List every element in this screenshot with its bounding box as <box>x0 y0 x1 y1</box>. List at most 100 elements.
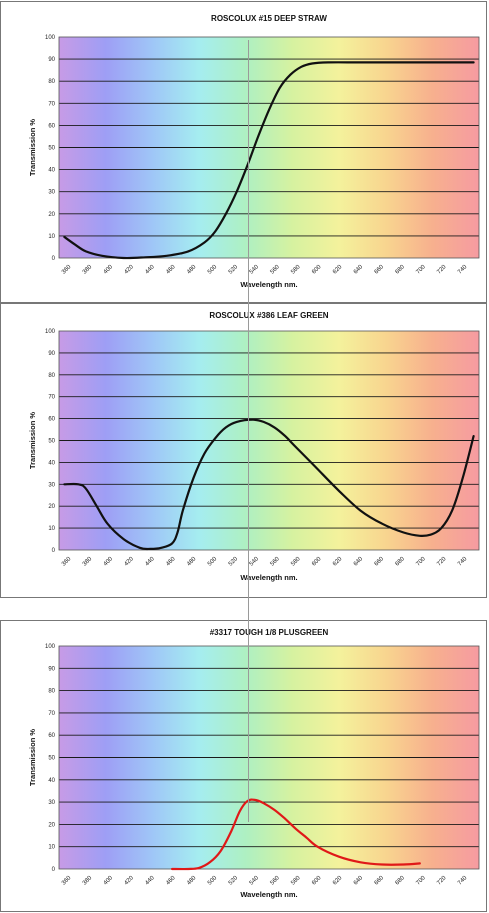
x-tick-label: 740 <box>457 875 469 887</box>
chart-panel-deep-straw: ROSCOLUX #15 DEEP STRAW 0 10 20 30 40 50 60 70 80… <box>0 1 487 303</box>
y-tick-label: 20 <box>48 504 55 510</box>
x-tick-label: 500 <box>207 264 219 276</box>
y-axis-label: Transmission % <box>28 729 37 786</box>
x-tick-label: 620 <box>332 875 344 887</box>
y-axis-label: Transmission % <box>28 412 37 469</box>
x-tick-label: 740 <box>457 264 469 276</box>
x-tick-label: 640 <box>353 556 365 568</box>
x-tick-label: 680 <box>395 556 407 568</box>
y-tick-label: 90 <box>48 351 55 357</box>
x-tick-label: 620 <box>332 556 344 568</box>
x-tick-label: 520 <box>228 264 240 276</box>
y-tick-label: 20 <box>48 822 55 828</box>
x-tick-label: 380 <box>82 556 94 568</box>
x-tick-label: 640 <box>353 264 365 276</box>
y-tick-label: 100 <box>45 329 56 335</box>
x-tick-label: 600 <box>311 556 323 568</box>
y-tick-label: 80 <box>48 373 55 379</box>
x-tick-label: 360 <box>61 264 73 276</box>
y-tick-label: 60 <box>48 123 55 129</box>
chart-title: ROSCOLUX #15 DEEP STRAW <box>211 14 327 23</box>
y-tick-label: 50 <box>48 756 55 762</box>
x-tick-label: 480 <box>186 556 198 568</box>
y-tick-label: 10 <box>48 526 55 532</box>
y-tick-label: 40 <box>48 168 55 174</box>
x-tick-label: 420 <box>124 875 136 887</box>
x-tick-label: 480 <box>186 264 198 276</box>
x-tick-label: 720 <box>436 875 448 887</box>
y-tick-label: 80 <box>48 689 55 695</box>
y-tick-label: 30 <box>48 190 55 196</box>
x-tick-label: 660 <box>374 264 386 276</box>
y-tick-label: 90 <box>48 666 55 672</box>
x-tick-label: 700 <box>415 556 427 568</box>
x-tick-label: 640 <box>353 875 365 887</box>
x-tick-label: 380 <box>82 875 94 887</box>
chart-svg: ROSCOLUX #386 LEAF GREEN 0 10 20 30 40 50 60 70 8… <box>28 311 480 582</box>
x-tick-label: 680 <box>395 875 407 887</box>
y-tick-label: 40 <box>48 778 55 784</box>
chart-panel-plusgreen: #3317 TOUGH 1/8 PLUSGREEN 0 10 20 30 40 50 60 70… <box>0 620 487 912</box>
x-tick-label: 580 <box>290 556 302 568</box>
x-tick-label: 700 <box>415 264 427 276</box>
x-tick-label: 680 <box>395 264 407 276</box>
transmission-curve <box>63 418 475 551</box>
x-tick-label: 380 <box>82 264 94 276</box>
x-tick-label: 420 <box>124 264 136 276</box>
plot-border <box>58 36 480 259</box>
x-tick-label: 600 <box>311 264 323 276</box>
x-tick-label: 720 <box>436 264 448 276</box>
x-tick-label: 400 <box>103 875 115 887</box>
chart-svg: #3317 TOUGH 1/8 PLUSGREEN 0 10 20 30 40 50 60 70… <box>28 628 480 899</box>
x-tick-label: 660 <box>374 875 386 887</box>
x-tick-label: 360 <box>61 875 73 887</box>
x-tick-label: 660 <box>374 556 386 568</box>
x-tick-label: 620 <box>332 264 344 276</box>
x-tick-label: 540 <box>249 556 261 568</box>
x-tick-label: 560 <box>270 556 282 568</box>
x-tick-label: 440 <box>144 264 156 276</box>
x-tick-label: 740 <box>457 556 469 568</box>
x-tick-label: 700 <box>415 875 427 887</box>
vertical-reference-line <box>248 40 249 822</box>
y-tick-label: 100 <box>45 35 56 41</box>
x-tick-label: 520 <box>228 556 240 568</box>
x-tick-label: 460 <box>165 264 177 276</box>
x-axis-label: Wavelength nm. <box>240 573 297 582</box>
x-axis-label: Wavelength nm. <box>240 280 297 289</box>
x-tick-label: 460 <box>165 556 177 568</box>
y-axis-label: Transmission % <box>28 119 37 176</box>
x-tick-label: 540 <box>249 264 261 276</box>
y-tick-label: 30 <box>48 800 55 806</box>
x-tick-label: 400 <box>103 556 115 568</box>
y-tick-label: 90 <box>48 57 55 63</box>
y-tick-label: 100 <box>45 644 56 650</box>
transmission-curve <box>171 798 421 871</box>
chart-panel-leaf-green: ROSCOLUX #386 LEAF GREEN 0 10 20 30 40 50 60 70 8… <box>0 303 487 598</box>
x-tick-label: 360 <box>61 556 73 568</box>
y-tick-label: 0 <box>52 256 56 262</box>
y-tick-label: 0 <box>52 867 56 873</box>
x-tick-label: 400 <box>103 264 115 276</box>
transmission-curve <box>63 61 475 260</box>
x-tick-label: 480 <box>186 875 198 887</box>
x-tick-label: 600 <box>311 875 323 887</box>
x-tick-label: 720 <box>436 556 448 568</box>
x-tick-label: 460 <box>165 875 177 887</box>
plot-border <box>58 645 480 870</box>
x-tick-label: 440 <box>144 556 156 568</box>
x-axis-label: Wavelength nm. <box>240 890 297 899</box>
x-tick-label: 420 <box>124 556 136 568</box>
x-tick-label: 500 <box>207 875 219 887</box>
y-tick-label: 70 <box>48 395 55 401</box>
y-tick-label: 70 <box>48 711 55 717</box>
y-tick-label: 40 <box>48 460 55 466</box>
chart-svg: ROSCOLUX #15 DEEP STRAW 0 10 20 30 40 50 60 70 80… <box>28 14 480 289</box>
y-tick-label: 60 <box>48 733 55 739</box>
x-tick-label: 540 <box>249 875 261 887</box>
y-tick-label: 70 <box>48 101 55 107</box>
y-tick-label: 80 <box>48 79 55 85</box>
y-tick-label: 10 <box>48 845 55 851</box>
y-tick-label: 10 <box>48 234 55 240</box>
plot-border <box>58 330 480 551</box>
